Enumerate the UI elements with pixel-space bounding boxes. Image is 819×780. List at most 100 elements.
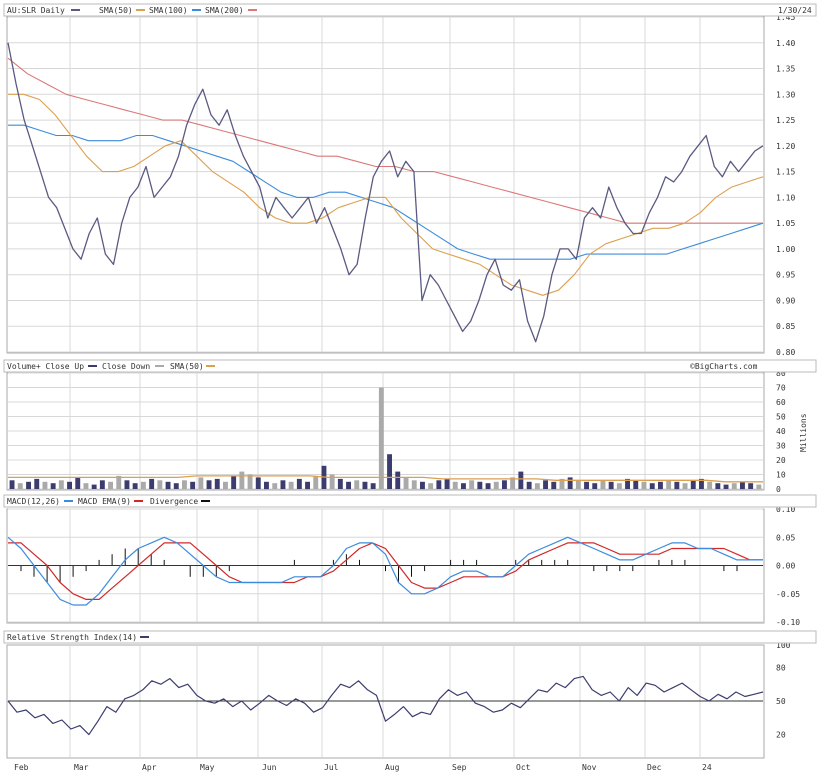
price-series xyxy=(7,42,764,343)
volume-bar xyxy=(395,471,401,489)
y-tick-label: 20 xyxy=(776,731,786,740)
volume-bar xyxy=(34,478,40,489)
volume-bar xyxy=(354,480,360,489)
volume-bar xyxy=(674,481,680,490)
volume-bar xyxy=(313,475,319,489)
volume-bar xyxy=(731,483,737,489)
volume-bar xyxy=(223,481,228,490)
y-tick-label: 0.85 xyxy=(776,322,795,331)
volume-down-label: Close Down xyxy=(102,362,150,371)
volume-bar xyxy=(99,480,105,489)
volume-bar xyxy=(173,483,179,489)
volume-bar xyxy=(198,477,204,489)
x-axis: Feb Mar Apr May Jun Jul Aug Sep Oct Nov Dec 24 xyxy=(14,763,712,772)
volume-bar xyxy=(420,481,425,490)
volume-bar xyxy=(723,484,729,489)
x-tick-label: Sep xyxy=(452,763,467,772)
rsi-series xyxy=(7,675,764,736)
y-tick-label: 50 xyxy=(776,697,786,706)
macd-ema-label: MACD EMA(9) xyxy=(78,497,131,506)
volume-bar xyxy=(370,483,376,489)
series-line-macd-ema xyxy=(8,542,763,601)
volume-bar xyxy=(26,481,31,490)
volume-bar xyxy=(305,481,310,490)
volume-bar xyxy=(707,481,713,490)
volume-sma-label: SMA(50) xyxy=(170,362,204,371)
volume-bar xyxy=(190,481,196,490)
volume-bar xyxy=(182,480,187,489)
volume-bars xyxy=(9,387,762,490)
volume-bar xyxy=(543,480,548,489)
volume-bar xyxy=(633,480,639,489)
volume-bar xyxy=(608,481,614,490)
volume-bar xyxy=(149,478,155,489)
y-tick-label: 0.95 xyxy=(776,271,795,280)
rsi-y-axis: 20 50 80 100 xyxy=(776,641,791,740)
x-tick-label: Apr xyxy=(142,763,157,772)
volume-bar xyxy=(83,483,89,489)
volume-bar xyxy=(715,483,721,489)
volume-bar xyxy=(272,483,278,489)
price-plot-frame xyxy=(6,16,765,354)
volume-unit-label: Millions xyxy=(799,413,808,452)
x-tick-label: Nov xyxy=(582,763,597,772)
y-tick-label: 1.05 xyxy=(776,219,795,228)
y-tick-label: 1.10 xyxy=(776,193,795,202)
volume-bar xyxy=(592,483,598,489)
y-tick-label: 80 xyxy=(776,663,786,672)
volume-bar xyxy=(649,483,655,489)
watermark: ©BigCharts.com xyxy=(690,362,758,371)
volume-up-label: Volume+ Close Up xyxy=(7,362,84,371)
x-tick-label: Aug xyxy=(385,763,400,772)
volume-bar xyxy=(140,481,146,490)
legend-sma100-label: SMA(100) xyxy=(149,6,188,15)
volume-bar xyxy=(559,478,565,489)
volume-bar xyxy=(378,387,384,489)
volume-bar xyxy=(477,481,483,490)
y-tick-label: -0.05 xyxy=(776,590,800,599)
volume-bar xyxy=(756,484,762,489)
y-tick-label: 10 xyxy=(776,471,786,480)
volume-bar xyxy=(461,483,466,489)
y-tick-label: 1.35 xyxy=(776,65,795,74)
volume-bar xyxy=(411,480,417,489)
y-tick-label: 70 xyxy=(776,384,786,393)
legend-sma50-label: SMA(50) xyxy=(99,6,133,15)
macd-series xyxy=(7,536,763,606)
symbol-label: AU:SLR Daily xyxy=(7,6,65,15)
y-tick-label: 1.25 xyxy=(776,116,795,125)
volume-bar xyxy=(206,480,212,489)
series-line-sma-100- xyxy=(8,124,764,260)
volume-bar xyxy=(264,481,269,490)
volume-bar xyxy=(50,483,56,489)
x-tick-label: May xyxy=(200,763,215,772)
volume-bar xyxy=(682,483,688,489)
volume-bar xyxy=(362,481,368,490)
y-tick-label: 1.40 xyxy=(776,39,795,48)
series-line-rsi xyxy=(7,675,764,736)
volume-bar xyxy=(231,475,237,489)
volume-bar xyxy=(575,480,581,489)
y-tick-label: 0.05 xyxy=(776,533,795,542)
volume-bar xyxy=(387,454,392,489)
volume-bar xyxy=(58,480,64,489)
y-tick-label: 60 xyxy=(776,398,786,407)
series-line-sma-200- xyxy=(7,57,763,224)
rsi-header xyxy=(3,630,817,644)
y-tick-label: 0.80 xyxy=(776,348,795,357)
volume-bar xyxy=(124,480,130,489)
y-tick-label: 1.45 xyxy=(776,13,795,22)
y-tick-label: 40 xyxy=(776,427,786,436)
y-tick-label: 20 xyxy=(776,456,786,465)
volume-bar xyxy=(502,480,507,489)
y-tick-label: 1.30 xyxy=(776,90,795,99)
volume-bar xyxy=(329,474,335,489)
y-tick-label: 30 xyxy=(776,442,786,451)
series-line-au-slr-daily xyxy=(7,42,764,343)
y-tick-label: 0.00 xyxy=(776,562,795,571)
volume-bar xyxy=(296,478,302,489)
volume-bar xyxy=(666,480,672,489)
divergence-label: Divergence xyxy=(150,497,198,506)
volume-bar xyxy=(600,480,606,489)
volume-bar xyxy=(165,481,171,490)
